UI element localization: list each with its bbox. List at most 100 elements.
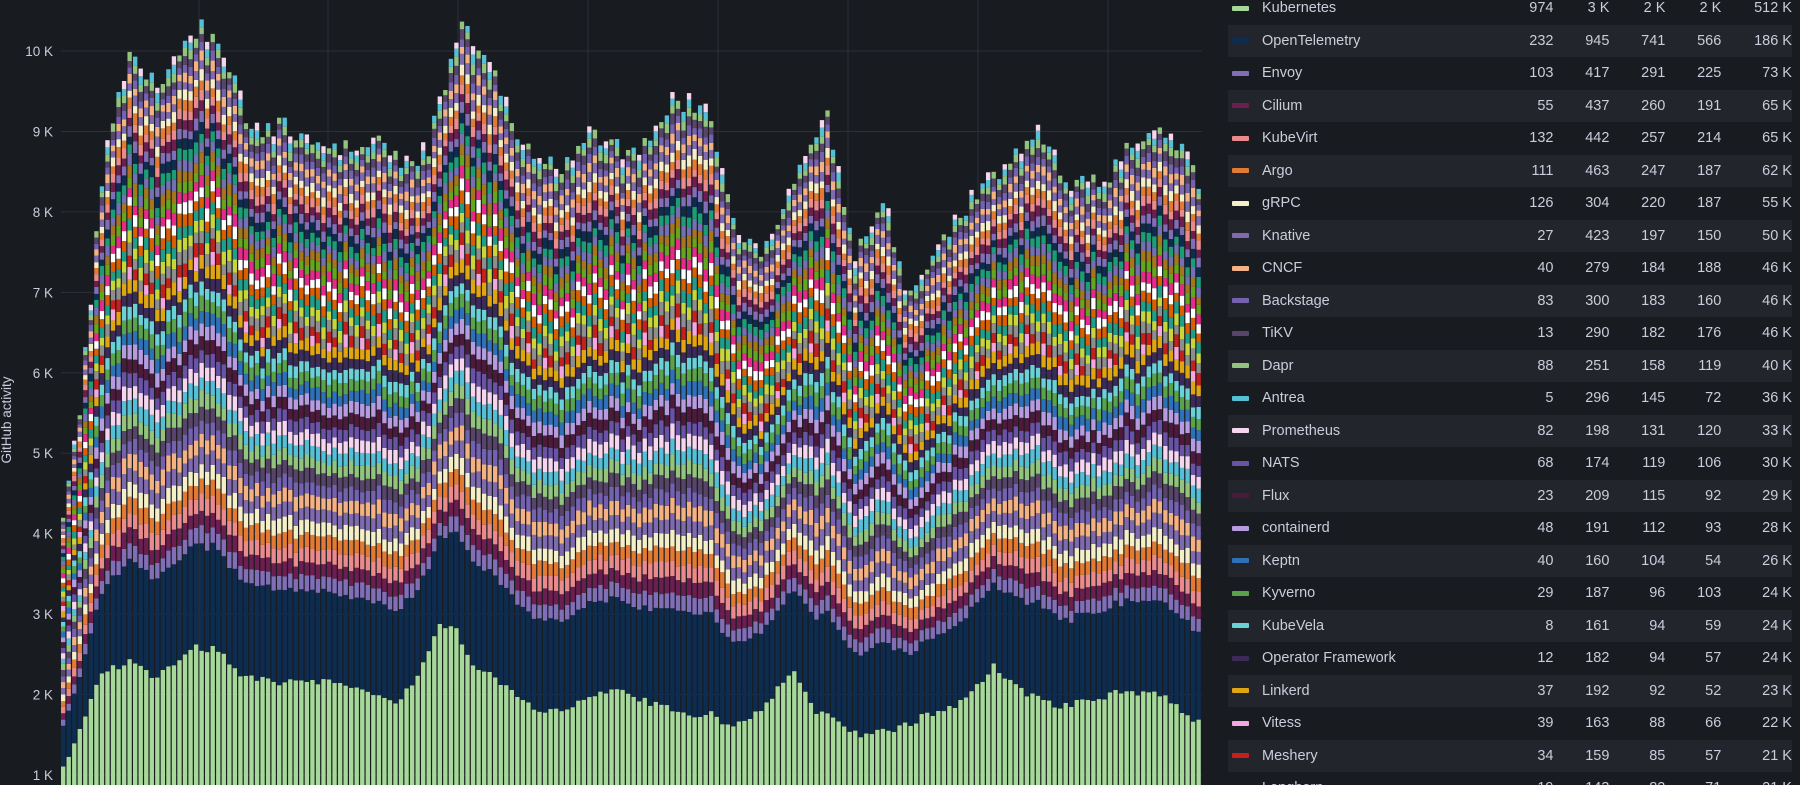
bar-segment bbox=[515, 467, 520, 483]
bar-segment bbox=[149, 165, 154, 178]
bar-segment bbox=[470, 383, 476, 397]
bar-segment bbox=[548, 486, 553, 500]
bar-segment-kubernetes bbox=[382, 697, 387, 785]
bar-segment bbox=[603, 245, 609, 257]
bar-segment bbox=[465, 518, 470, 535]
bar-segment bbox=[265, 409, 271, 422]
bar-segment bbox=[133, 196, 138, 207]
bar-segment bbox=[199, 231, 204, 244]
bar-segment bbox=[94, 447, 99, 459]
bar-segment bbox=[199, 110, 204, 123]
bar-segment bbox=[293, 579, 298, 592]
bar-segment bbox=[576, 301, 581, 313]
bar-segment bbox=[304, 361, 310, 372]
bar-segment bbox=[310, 270, 315, 280]
bar-segment-opentelemetry bbox=[504, 602, 509, 686]
bar-segment bbox=[376, 499, 382, 514]
bar-segment bbox=[310, 468, 315, 483]
bar-segment bbox=[188, 131, 193, 140]
bar-segment bbox=[581, 198, 586, 206]
bar-segment bbox=[387, 319, 393, 330]
bar-segment bbox=[188, 139, 193, 150]
bar-segment bbox=[587, 377, 592, 389]
bar-segment bbox=[127, 61, 132, 68]
bar-segment bbox=[193, 61, 199, 72]
bar-segment bbox=[171, 514, 177, 530]
bar-segment bbox=[598, 492, 603, 505]
bar-segment bbox=[376, 184, 382, 191]
bar-stack bbox=[243, 123, 249, 785]
bar-segment bbox=[304, 350, 310, 362]
bar-segment bbox=[620, 587, 625, 602]
bar-segment bbox=[592, 371, 598, 384]
bar-segment bbox=[221, 448, 226, 464]
bar-segment bbox=[210, 495, 215, 513]
bar-segment bbox=[360, 276, 365, 287]
bar-segment bbox=[493, 514, 498, 531]
bar-stack bbox=[121, 80, 127, 785]
bar-segment-kubernetes bbox=[99, 673, 105, 785]
bar-segment bbox=[459, 190, 465, 204]
bar-segment bbox=[614, 261, 620, 272]
bar-segment-kubernetes bbox=[160, 670, 166, 785]
bar-segment bbox=[99, 291, 105, 301]
bar-segment bbox=[365, 530, 370, 545]
bar-segment bbox=[249, 262, 254, 274]
bar-segment bbox=[293, 482, 298, 497]
bar-segment bbox=[620, 290, 625, 301]
bar-segment bbox=[432, 295, 437, 308]
bar-segment bbox=[487, 449, 492, 465]
bar-segment bbox=[587, 587, 592, 602]
bar-segment bbox=[105, 286, 110, 296]
bar-segment bbox=[642, 311, 647, 321]
bar-segment bbox=[299, 139, 304, 148]
bar-segment bbox=[592, 304, 598, 316]
bar-segment bbox=[409, 187, 415, 197]
bar-segment bbox=[481, 214, 487, 225]
bar-segment bbox=[570, 167, 575, 177]
bar-segment bbox=[515, 496, 520, 509]
bar-segment bbox=[243, 362, 249, 374]
bar-segment bbox=[382, 423, 387, 435]
bar-segment bbox=[254, 388, 260, 399]
bar-segment bbox=[227, 551, 232, 569]
bar-segment bbox=[365, 320, 370, 330]
bar-segment bbox=[138, 206, 143, 218]
bar-segment bbox=[603, 408, 609, 420]
bar-segment bbox=[110, 309, 116, 321]
bar-segment bbox=[83, 543, 88, 553]
y-tick-label: 6 K bbox=[33, 366, 53, 381]
bar-segment bbox=[387, 499, 393, 514]
bar-segment bbox=[315, 237, 321, 245]
bar-segment bbox=[587, 181, 592, 193]
bar-segment bbox=[409, 166, 415, 172]
bar-segment bbox=[376, 436, 382, 452]
bar-segment bbox=[182, 463, 188, 477]
bar-segment bbox=[332, 415, 337, 428]
bar-segment bbox=[360, 186, 365, 195]
bar-segment bbox=[548, 191, 553, 199]
bar-segment bbox=[509, 123, 514, 132]
bar-segment bbox=[581, 536, 586, 551]
bar-segment bbox=[254, 146, 260, 154]
bar-segment bbox=[127, 83, 132, 91]
bar-segment bbox=[559, 204, 564, 211]
bar-segment bbox=[526, 195, 531, 205]
bar-segment bbox=[454, 84, 459, 94]
bar-segment bbox=[321, 166, 326, 174]
bar-segment bbox=[277, 464, 282, 478]
bar-segment-opentelemetry bbox=[243, 598, 249, 676]
bar-segment bbox=[121, 175, 127, 186]
bar-segment bbox=[254, 398, 260, 410]
bar-segment bbox=[337, 453, 343, 467]
bar-segment bbox=[592, 255, 598, 266]
bar-segment bbox=[614, 176, 620, 187]
bar-segment bbox=[88, 504, 94, 514]
bar-segment bbox=[160, 558, 166, 572]
bar-segment bbox=[160, 111, 166, 121]
bar-segment bbox=[227, 134, 232, 145]
bar-segment bbox=[415, 263, 420, 272]
bar-segment bbox=[354, 207, 359, 217]
bar-segment bbox=[592, 429, 598, 442]
bar-segment bbox=[553, 238, 559, 249]
